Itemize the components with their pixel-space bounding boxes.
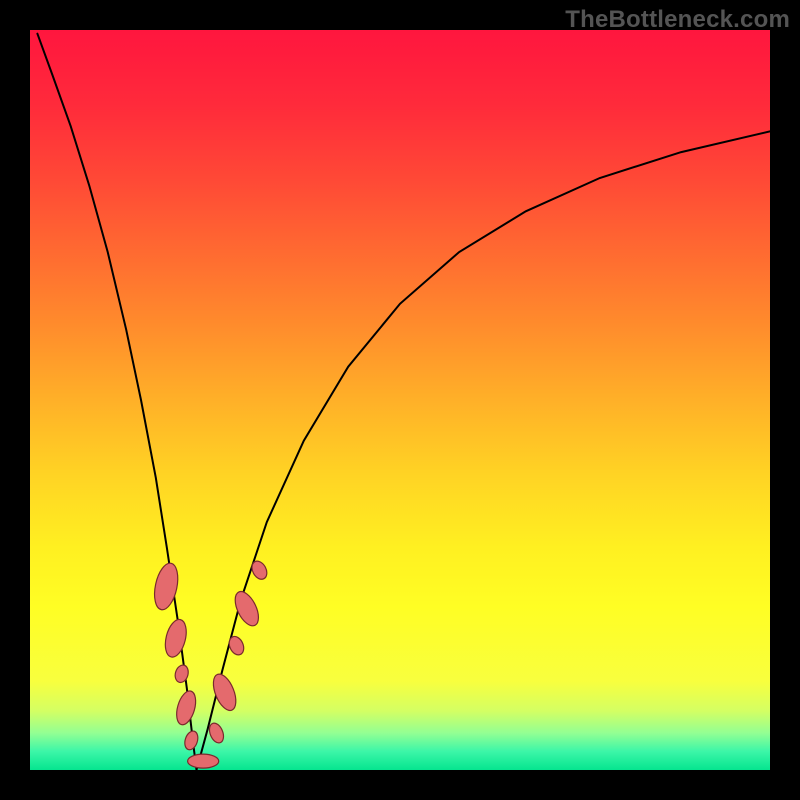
- watermark-text: TheBottleneck.com: [565, 6, 790, 34]
- marker-pill: [188, 754, 219, 768]
- chart-svg: [30, 30, 770, 770]
